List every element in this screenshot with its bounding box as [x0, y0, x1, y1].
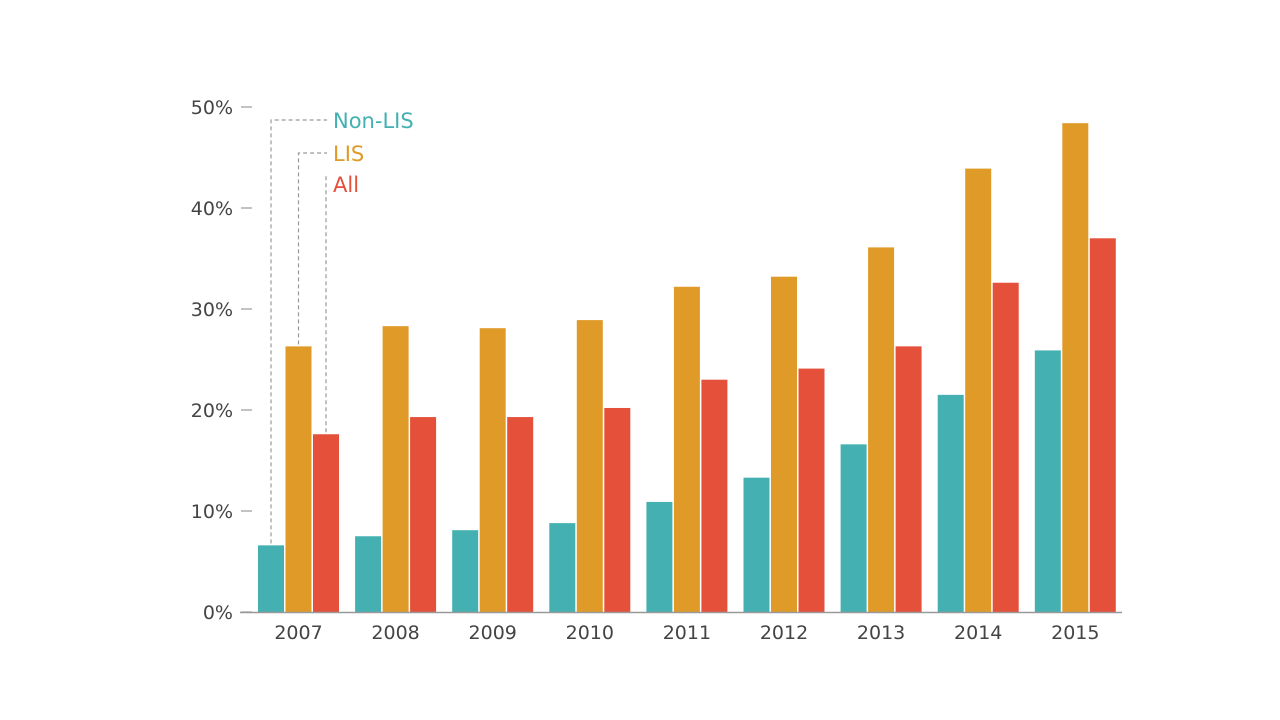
bar-lis-2015 [1062, 123, 1089, 612]
bar-all-2010 [604, 407, 631, 612]
bar-lis-2010 [576, 320, 603, 612]
bar-all-2013 [895, 346, 922, 612]
x-tick-label: 2014 [954, 622, 1002, 644]
bar-all-2012 [798, 368, 825, 612]
y-tick-label: 40% [191, 198, 233, 220]
bar-lis-2008 [382, 326, 409, 612]
bar-lis-2013 [868, 247, 895, 612]
legend-leader-line [297, 152, 327, 345]
x-tick-label: 2008 [371, 622, 419, 644]
bar-non-lis-2014 [937, 394, 964, 612]
y-tick-label: 10% [191, 501, 233, 523]
legend-label-lis: LIS [333, 142, 364, 166]
bar-lis-2014 [965, 168, 992, 613]
bar-all-2007 [313, 434, 339, 612]
bar-all-2008 [410, 417, 437, 612]
bar-non-lis-2013 [840, 444, 867, 612]
x-tick-label: 2009 [469, 622, 517, 644]
y-tick-label: 20% [191, 400, 233, 422]
bar-non-lis-2012 [743, 477, 770, 612]
x-tick-label: 2015 [1051, 622, 1099, 644]
bar-non-lis-2015 [1034, 350, 1061, 612]
x-axis: 2007 2008 2009 2010 2011 2012 2013 2014 2015 [240, 611, 1122, 644]
bar-lis-2012 [771, 276, 797, 612]
y-axis: 0% 10% 20% 30% 40% 50% [191, 97, 252, 624]
y-tick-label: 50% [191, 97, 233, 119]
y-tick-label: 0% [203, 602, 233, 624]
bar-non-lis-2009 [452, 530, 479, 612]
bars [258, 123, 1116, 613]
bar-non-lis-2008 [355, 536, 382, 612]
x-tick-label: 2012 [760, 622, 808, 644]
bar-lis-2007 [285, 346, 312, 612]
legend-leader-line [270, 119, 327, 544]
bar-non-lis-2010 [549, 523, 576, 612]
legend: Non-LIS LIS All [270, 109, 414, 544]
bar-non-lis-2007 [258, 545, 284, 612]
bar-all-2015 [1089, 238, 1116, 613]
x-tick-label: 2007 [274, 622, 322, 644]
bar-non-lis-2011 [646, 501, 673, 612]
bar-all-2011 [701, 379, 728, 612]
x-tick-label: 2011 [663, 622, 711, 644]
bar-all-2014 [992, 282, 1019, 612]
legend-label-non-lis: Non-LIS [333, 109, 414, 133]
bar-lis-2011 [673, 286, 700, 612]
y-tick-label: 30% [191, 299, 233, 321]
x-tick-label: 2013 [857, 622, 905, 644]
bar-lis-2009 [479, 328, 506, 612]
legend-label-all: All [333, 173, 359, 197]
bar-all-2009 [507, 417, 534, 612]
x-tick-label: 2010 [566, 622, 614, 644]
